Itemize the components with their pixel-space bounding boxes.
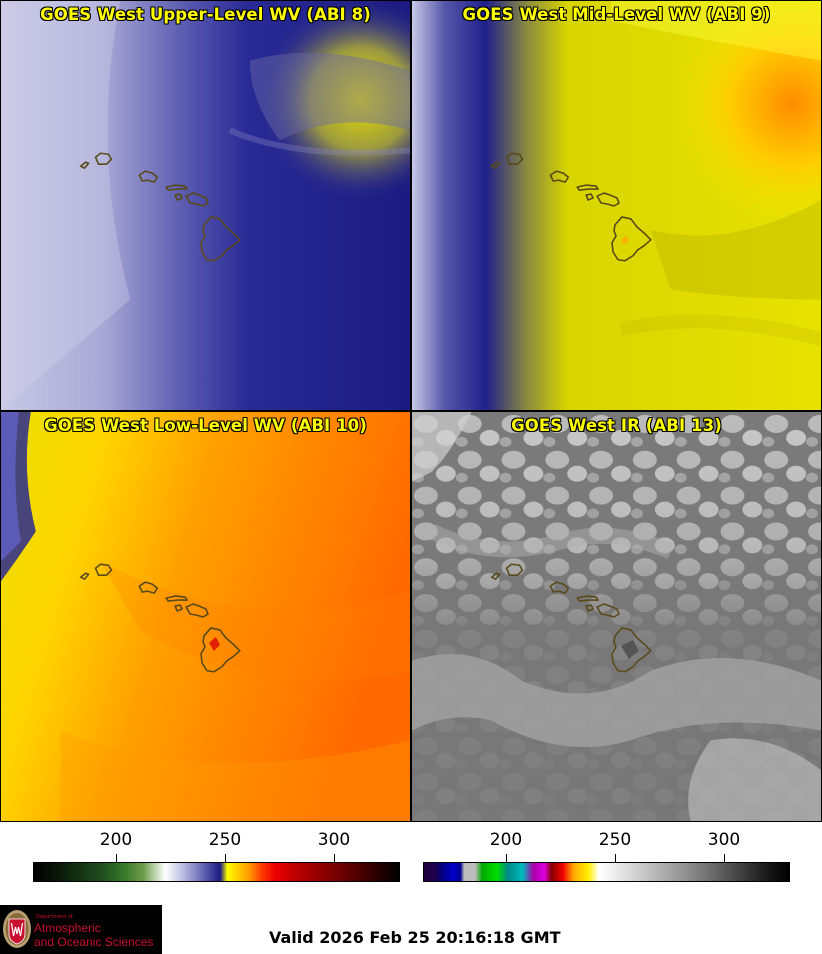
ir-colorbar-tick-label: 200 <box>489 830 523 850</box>
wv-colorbar-tick <box>334 854 335 862</box>
mid-level-wv-title: GOES West Mid-Level WV (ABI 9) <box>462 5 771 24</box>
mid-level-wv-image <box>412 1 821 410</box>
wv-colorbar-tick <box>116 854 117 862</box>
logo-name-line1: Atmospheric <box>34 921 101 935</box>
low-level-wv-panel: GOES West Low-Level WV (ABI 10) <box>0 411 411 822</box>
uw-seal-icon <box>3 910 31 948</box>
ir-image <box>412 412 821 821</box>
wv-colorbar-tick <box>225 854 226 862</box>
ir-title: GOES West IR (ABI 13) <box>511 416 722 435</box>
logo-department-text: Department of <box>36 914 73 920</box>
wv-colorbar-scale <box>33 862 400 882</box>
mid-level-wv-panel: GOES West Mid-Level WV (ABI 9) <box>411 0 822 411</box>
low-level-wv-title: GOES West Low-Level WV (ABI 10) <box>44 416 367 435</box>
ir-panel: GOES West IR (ABI 13) <box>411 411 822 822</box>
low-level-wv-image <box>1 412 410 821</box>
ir-colorbar: 200 250 300 <box>410 828 790 888</box>
ir-colorbar-tick <box>615 854 616 862</box>
upper-level-wv-panel: GOES West Upper-Level WV (ABI 8) <box>0 0 411 411</box>
ir-colorbar-tick <box>506 854 507 862</box>
ir-colorbar-tick <box>724 854 725 862</box>
upper-level-wv-image <box>1 1 410 410</box>
logo-name-line2: and Oceanic Sciences <box>34 935 154 949</box>
ir-colorbar-tick-label: 300 <box>707 830 741 850</box>
wv-colorbar: 200 250 300 <box>20 828 400 888</box>
uw-aos-logo: Department of Atmospheric and Oceanic Sc… <box>0 905 162 954</box>
wv-colorbar-tick-label: 200 <box>99 830 133 850</box>
wv-colorbar-tick-label: 300 <box>317 830 351 850</box>
wv-colorbar-tick-label: 250 <box>208 830 242 850</box>
ir-colorbar-tick-label: 250 <box>598 830 632 850</box>
upper-level-wv-title: GOES West Upper-Level WV (ABI 8) <box>40 5 371 24</box>
valid-time: Valid 2026 Feb 25 20:16:18 GMT <box>269 928 561 947</box>
ir-colorbar-scale <box>423 862 790 882</box>
